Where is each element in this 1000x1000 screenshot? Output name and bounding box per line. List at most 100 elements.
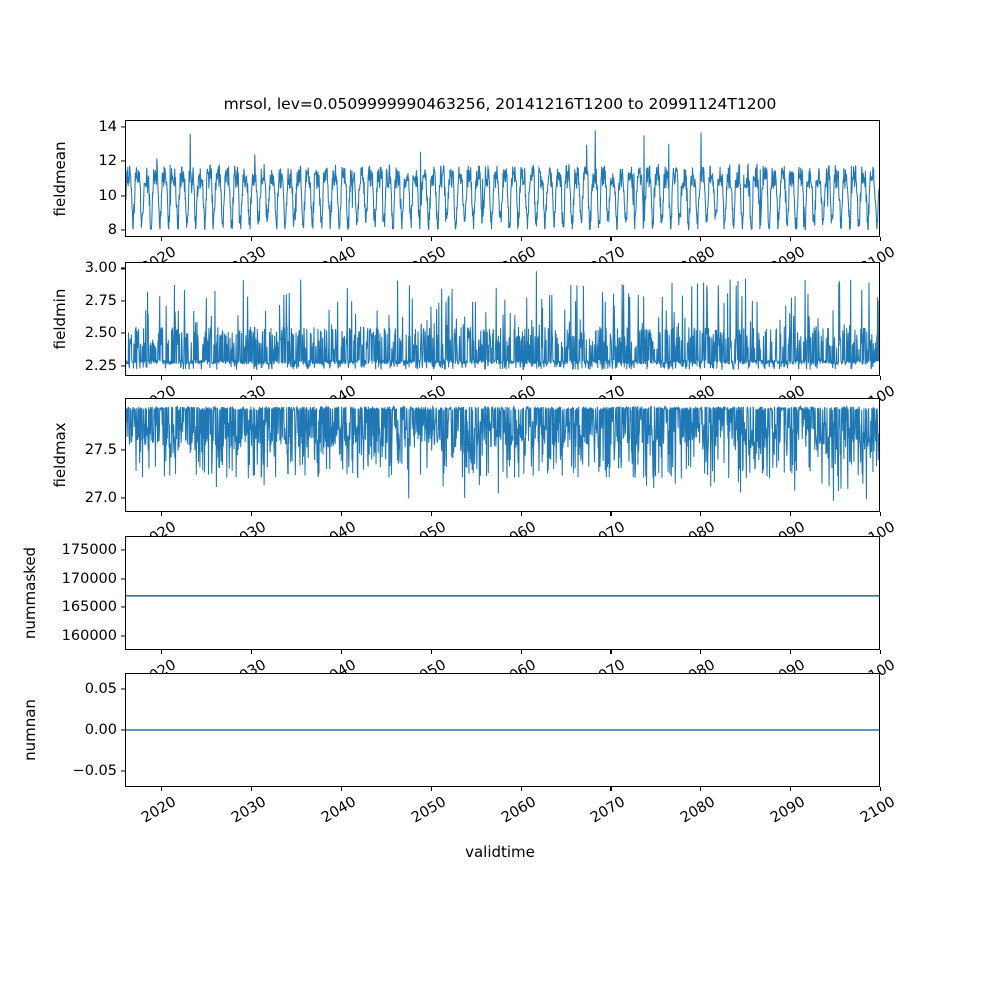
- x-tick-mark: [251, 512, 253, 516]
- y-tick-label: 27.5: [84, 442, 117, 459]
- x-tick-label: 2020: [139, 794, 180, 827]
- y-tick-mark: [121, 332, 125, 334]
- y-tick-label: 10: [98, 187, 117, 204]
- x-tick-mark: [161, 650, 163, 654]
- x-tick-mark: [790, 237, 792, 241]
- x-tick-mark: [161, 787, 163, 791]
- x-tick-mark: [700, 650, 702, 654]
- x-tick-mark: [520, 650, 522, 654]
- y-tick-mark: [121, 229, 125, 231]
- x-tick-mark: [700, 376, 702, 380]
- data-line-fieldmin: [126, 271, 879, 370]
- x-tick-mark: [161, 512, 163, 516]
- y-tick-mark: [121, 126, 125, 128]
- x-tick-label: 2090: [768, 794, 809, 827]
- x-tick-label: 2050: [408, 794, 449, 827]
- x-tick-label: 2030: [229, 794, 270, 827]
- y-axis-label-fieldmax: fieldmax: [51, 422, 69, 488]
- y-tick-mark: [121, 449, 125, 451]
- subplot-numnan: [125, 673, 880, 787]
- y-tick-label: 14: [98, 118, 117, 135]
- y-axis-label-nummasked: nummasked: [21, 546, 39, 640]
- plot-area-fieldmin: [126, 263, 879, 375]
- subplot-nummasked: [125, 536, 880, 650]
- y-tick-label: 175000: [61, 542, 117, 559]
- x-tick-mark: [700, 237, 702, 241]
- x-tick-mark: [161, 376, 163, 380]
- x-tick-mark: [520, 512, 522, 516]
- x-tick-mark: [610, 376, 612, 380]
- y-tick-mark: [121, 635, 125, 637]
- x-tick-mark: [520, 237, 522, 241]
- plot-area-fieldmean: [126, 121, 879, 236]
- x-tick-mark: [880, 376, 882, 380]
- y-tick-mark: [121, 606, 125, 608]
- y-axis-label-fieldmean: fieldmean: [51, 141, 69, 216]
- y-tick-label: 170000: [61, 570, 117, 587]
- y-tick-mark: [121, 497, 125, 499]
- x-tick-label: 2040: [319, 794, 359, 827]
- x-tick-mark: [700, 787, 702, 791]
- figure-title: mrsol, lev=0.0509999990463256, 20141216T…: [223, 95, 777, 113]
- y-tick-label: −0.05: [72, 762, 117, 779]
- x-tick-label: 2060: [498, 794, 539, 827]
- x-tick-mark: [790, 376, 792, 380]
- subplot-fieldmin: [125, 262, 880, 376]
- x-tick-mark: [161, 237, 163, 241]
- x-tick-mark: [610, 237, 612, 241]
- x-tick-mark: [251, 787, 253, 791]
- y-axis-label-numnan: numnan: [21, 699, 39, 761]
- x-tick-label: 2070: [588, 794, 629, 827]
- subplot-fieldmax: [125, 398, 880, 512]
- plot-area-fieldmax: [126, 399, 879, 511]
- y-tick-label: 2.25: [84, 357, 117, 374]
- y-tick-mark: [121, 160, 125, 162]
- x-tick-mark: [251, 237, 253, 241]
- x-tick-mark: [340, 787, 343, 791]
- y-tick-label: 2.50: [84, 325, 117, 342]
- x-tick-mark: [520, 787, 522, 791]
- x-tick-mark: [340, 512, 343, 516]
- x-tick-mark: [790, 787, 792, 791]
- y-tick-mark: [121, 688, 125, 690]
- y-tick-mark: [121, 770, 125, 772]
- y-tick-label: 165000: [61, 599, 117, 616]
- x-tick-label: 2100: [858, 794, 898, 827]
- y-tick-label: 3.00: [84, 260, 117, 277]
- x-tick-mark: [520, 376, 522, 380]
- x-tick-mark: [880, 787, 882, 791]
- x-tick-mark: [610, 512, 612, 516]
- x-tick-mark: [880, 650, 882, 654]
- x-tick-mark: [790, 650, 792, 654]
- x-tick-mark: [430, 787, 432, 791]
- data-line-fieldmax: [126, 406, 879, 500]
- x-tick-mark: [340, 650, 343, 654]
- x-tick-mark: [610, 787, 612, 791]
- y-tick-label: 2.75: [84, 292, 117, 309]
- x-tick-mark: [880, 512, 882, 516]
- y-tick-label: 12: [98, 153, 117, 170]
- x-tick-mark: [340, 376, 343, 380]
- x-axis-label: validtime: [465, 843, 535, 861]
- x-tick-mark: [610, 650, 612, 654]
- y-tick-label: 8: [107, 222, 117, 239]
- plot-area-numnan: [126, 674, 879, 786]
- x-tick-mark: [430, 237, 432, 241]
- y-tick-mark: [121, 195, 125, 197]
- y-tick-label: 0.05: [84, 681, 117, 698]
- x-tick-mark: [430, 376, 432, 380]
- y-axis-label-fieldmin: fieldmin: [51, 288, 69, 350]
- data-line-fieldmean: [126, 130, 879, 229]
- y-tick-mark: [121, 729, 125, 731]
- subplot-fieldmean: [125, 120, 880, 237]
- y-tick-label: 27.0: [84, 489, 117, 506]
- x-tick-mark: [880, 237, 882, 241]
- y-tick-mark: [121, 267, 125, 270]
- x-tick-mark: [430, 650, 432, 654]
- y-tick-label: 160000: [61, 627, 117, 644]
- y-tick-mark: [121, 300, 125, 302]
- y-tick-mark: [121, 365, 125, 367]
- y-tick-label: 0.00: [84, 722, 117, 738]
- y-tick-mark: [121, 578, 125, 580]
